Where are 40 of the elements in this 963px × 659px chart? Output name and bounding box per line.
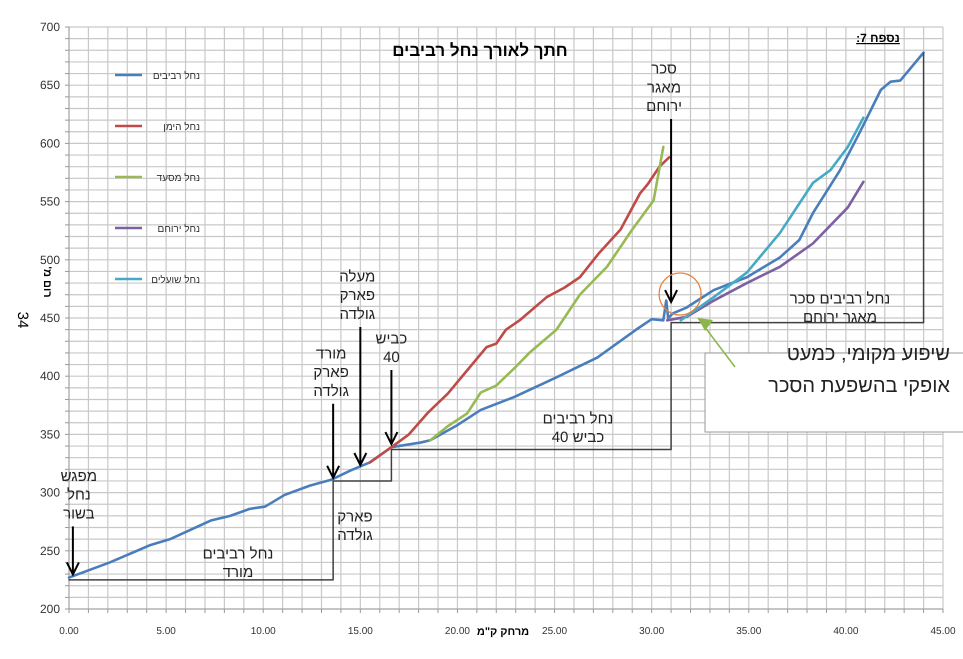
legend-label: נחל ירוחם bbox=[158, 223, 200, 235]
x-tick-label: 5.00 bbox=[156, 626, 176, 637]
annotation: מעלה פארק גולדה bbox=[339, 268, 376, 323]
x-tick-label: 20.00 bbox=[444, 626, 470, 637]
x-tick-label: 40.00 bbox=[833, 626, 859, 637]
y-tick-label: 400 bbox=[40, 369, 60, 384]
y-tick-label: 500 bbox=[40, 252, 60, 267]
legend-label: נחל הימן bbox=[163, 121, 200, 133]
annotation: נחל רביבים מורד bbox=[202, 545, 274, 581]
x-tick-label: 10.00 bbox=[250, 626, 276, 637]
y-tick-label: 350 bbox=[40, 427, 60, 442]
legend-label: נחל מסעד bbox=[156, 172, 200, 184]
x-tick-label: 0.00 bbox=[59, 626, 80, 637]
x-tick-label: 45.00 bbox=[930, 626, 956, 637]
y-tick-label: 250 bbox=[40, 544, 60, 558]
y-tick-label: 550 bbox=[40, 194, 60, 209]
annotation: נספח 7: bbox=[856, 31, 900, 45]
annotation: מפגש נחל בשור bbox=[60, 468, 98, 522]
y-tick-label: 600 bbox=[40, 136, 60, 150]
x-tick-label: 15.00 bbox=[348, 626, 374, 637]
text: חתך לאורך נחל רביבים bbox=[392, 41, 568, 60]
annotation: סכר מאגר ירוחם bbox=[646, 60, 682, 116]
text: 34 bbox=[14, 312, 31, 328]
x-axis-title: מרחק ק"מ bbox=[476, 626, 530, 638]
annotation: מורד פארק גולדה bbox=[313, 345, 349, 400]
legend-label: נחל שועלים bbox=[151, 274, 200, 286]
annotation: נחל רביבים סכר מאגר ירוחם bbox=[790, 290, 890, 326]
annotation: שיפוע מקומי, כמעט אופקי בהשפעת הסכר bbox=[768, 343, 950, 397]
annotation: פארק גולדה bbox=[337, 508, 373, 544]
y-axis-title: רום מ' bbox=[41, 266, 53, 298]
y-tick-label: 300 bbox=[40, 486, 60, 500]
x-tick-label: 35.00 bbox=[736, 626, 762, 637]
y-tick-label: 700 bbox=[40, 20, 60, 34]
legend-label: נחל רביבים bbox=[152, 70, 200, 82]
x-tick-label: 25.00 bbox=[542, 626, 568, 637]
annotation: נחל רביבים כביש 40 bbox=[542, 410, 614, 446]
y-tick-label: 650 bbox=[40, 78, 60, 92]
y-tick-label: 200 bbox=[40, 602, 60, 616]
y-tick-label: 450 bbox=[40, 311, 60, 325]
x-tick-label: 30.00 bbox=[639, 626, 665, 637]
